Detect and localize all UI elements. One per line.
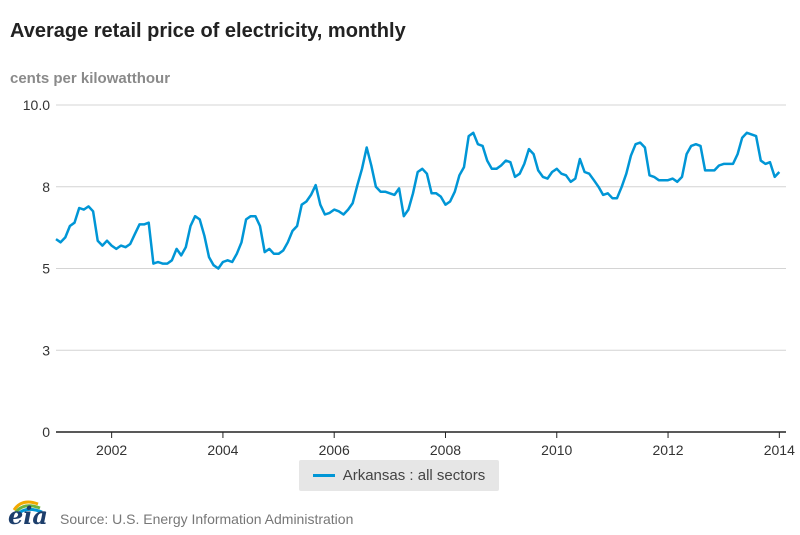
gridlines <box>56 104 786 433</box>
eia-logo[interactable]: eia <box>8 498 50 530</box>
footer: eia Source: U.S. Energy Information Admi… <box>8 498 353 530</box>
x-tick-label-2: 2006 <box>319 442 350 458</box>
eia-logo-mark-icon <box>12 500 43 516</box>
x-tick-label-3: 2008 <box>430 442 461 458</box>
legend-label-arkansas: Arkansas : all sectors <box>342 467 486 484</box>
series-line-arkansas-all-sectors[interactable] <box>55 131 781 270</box>
y-axis-ticks: 0 3 5 8 10.0 <box>23 97 50 440</box>
y-tick-label-0: 0 <box>42 424 50 440</box>
x-tick-label-6: 2014 <box>764 442 795 458</box>
chart-title: Average retail price of electricity, mon… <box>10 20 406 42</box>
source-credit: Source: U.S. Energy Information Administ… <box>60 511 354 527</box>
y-axis-unit-label: cents per kilowatthour <box>10 70 171 87</box>
y-tick-label-2: 5 <box>42 261 50 277</box>
legend[interactable]: Arkansas : all sectors <box>299 460 499 491</box>
x-tick-label-1: 2004 <box>207 442 238 458</box>
y-tick-label-4: 10.0 <box>23 97 50 113</box>
legend-swatch-arkansas <box>312 474 335 477</box>
x-tick-label-0: 2002 <box>96 442 127 458</box>
x-tick-label-5: 2012 <box>652 442 683 458</box>
x-tick-label-4: 2010 <box>541 442 572 458</box>
series-layer <box>55 131 781 270</box>
y-tick-label-1: 3 <box>42 342 50 358</box>
eia-logo-text: eia <box>8 501 48 530</box>
y-tick-label-3: 8 <box>42 179 50 195</box>
x-axis-ticks: 2002 2004 2006 2008 2010 2012 2014 <box>96 432 795 458</box>
